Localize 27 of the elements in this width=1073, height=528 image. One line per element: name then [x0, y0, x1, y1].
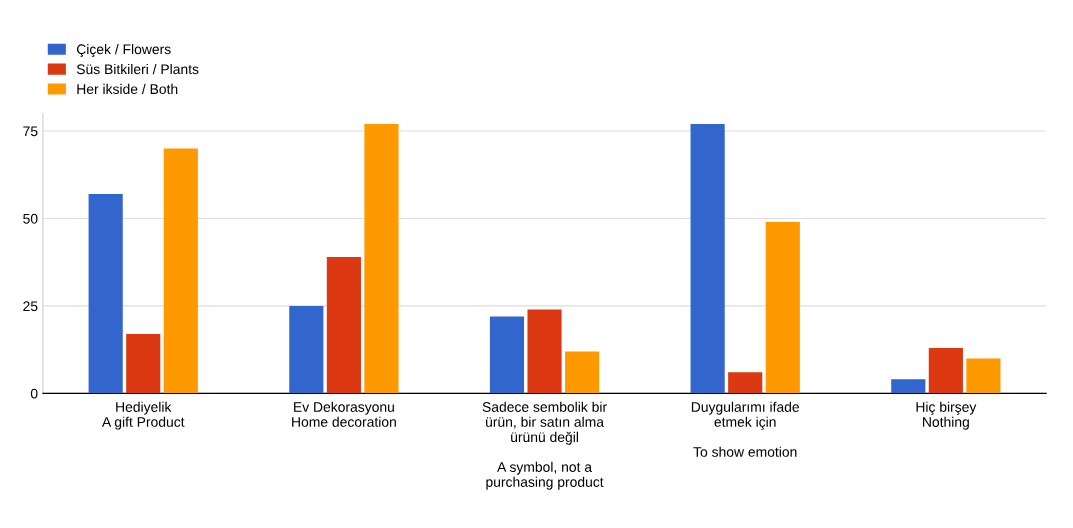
y-tick-label: 75 [23, 126, 38, 137]
y-tick-label: 0 [30, 388, 38, 399]
bar [163, 148, 198, 394]
x-tick-label: Hediyelik A gift Product [101, 401, 185, 430]
category-label: Sadece sembolik bir ürün, bir satın alma ürünü değil A symbol, not a purchasing product [482, 401, 607, 490]
bar [88, 193, 123, 394]
x-tick-label: Ev Dekorasyonu Home decoration [292, 401, 396, 427]
category-label: Duygularımı ifade etmek için To show emotion [691, 401, 800, 457]
legend-label: Her ikside / Both [77, 83, 178, 95]
bar [966, 358, 1001, 394]
bar [928, 347, 963, 394]
bar [364, 124, 399, 394]
bar [565, 351, 600, 394]
bar [690, 124, 725, 394]
bar [489, 316, 525, 394]
x-tick-label: Hiç birşey Nothing [916, 401, 977, 430]
bar [765, 221, 800, 394]
bar [289, 305, 324, 394]
legend-label: Çiçek / Flowers [76, 43, 171, 57]
bar [326, 256, 361, 394]
bar [728, 372, 763, 394]
bar [126, 333, 161, 394]
bar [527, 309, 562, 394]
y-tick-label: 25 [23, 301, 38, 312]
y-tick-label: 50 [23, 213, 38, 224]
bar [891, 379, 926, 394]
legend-label: Süs Bitkileri / Plants [76, 63, 199, 75]
